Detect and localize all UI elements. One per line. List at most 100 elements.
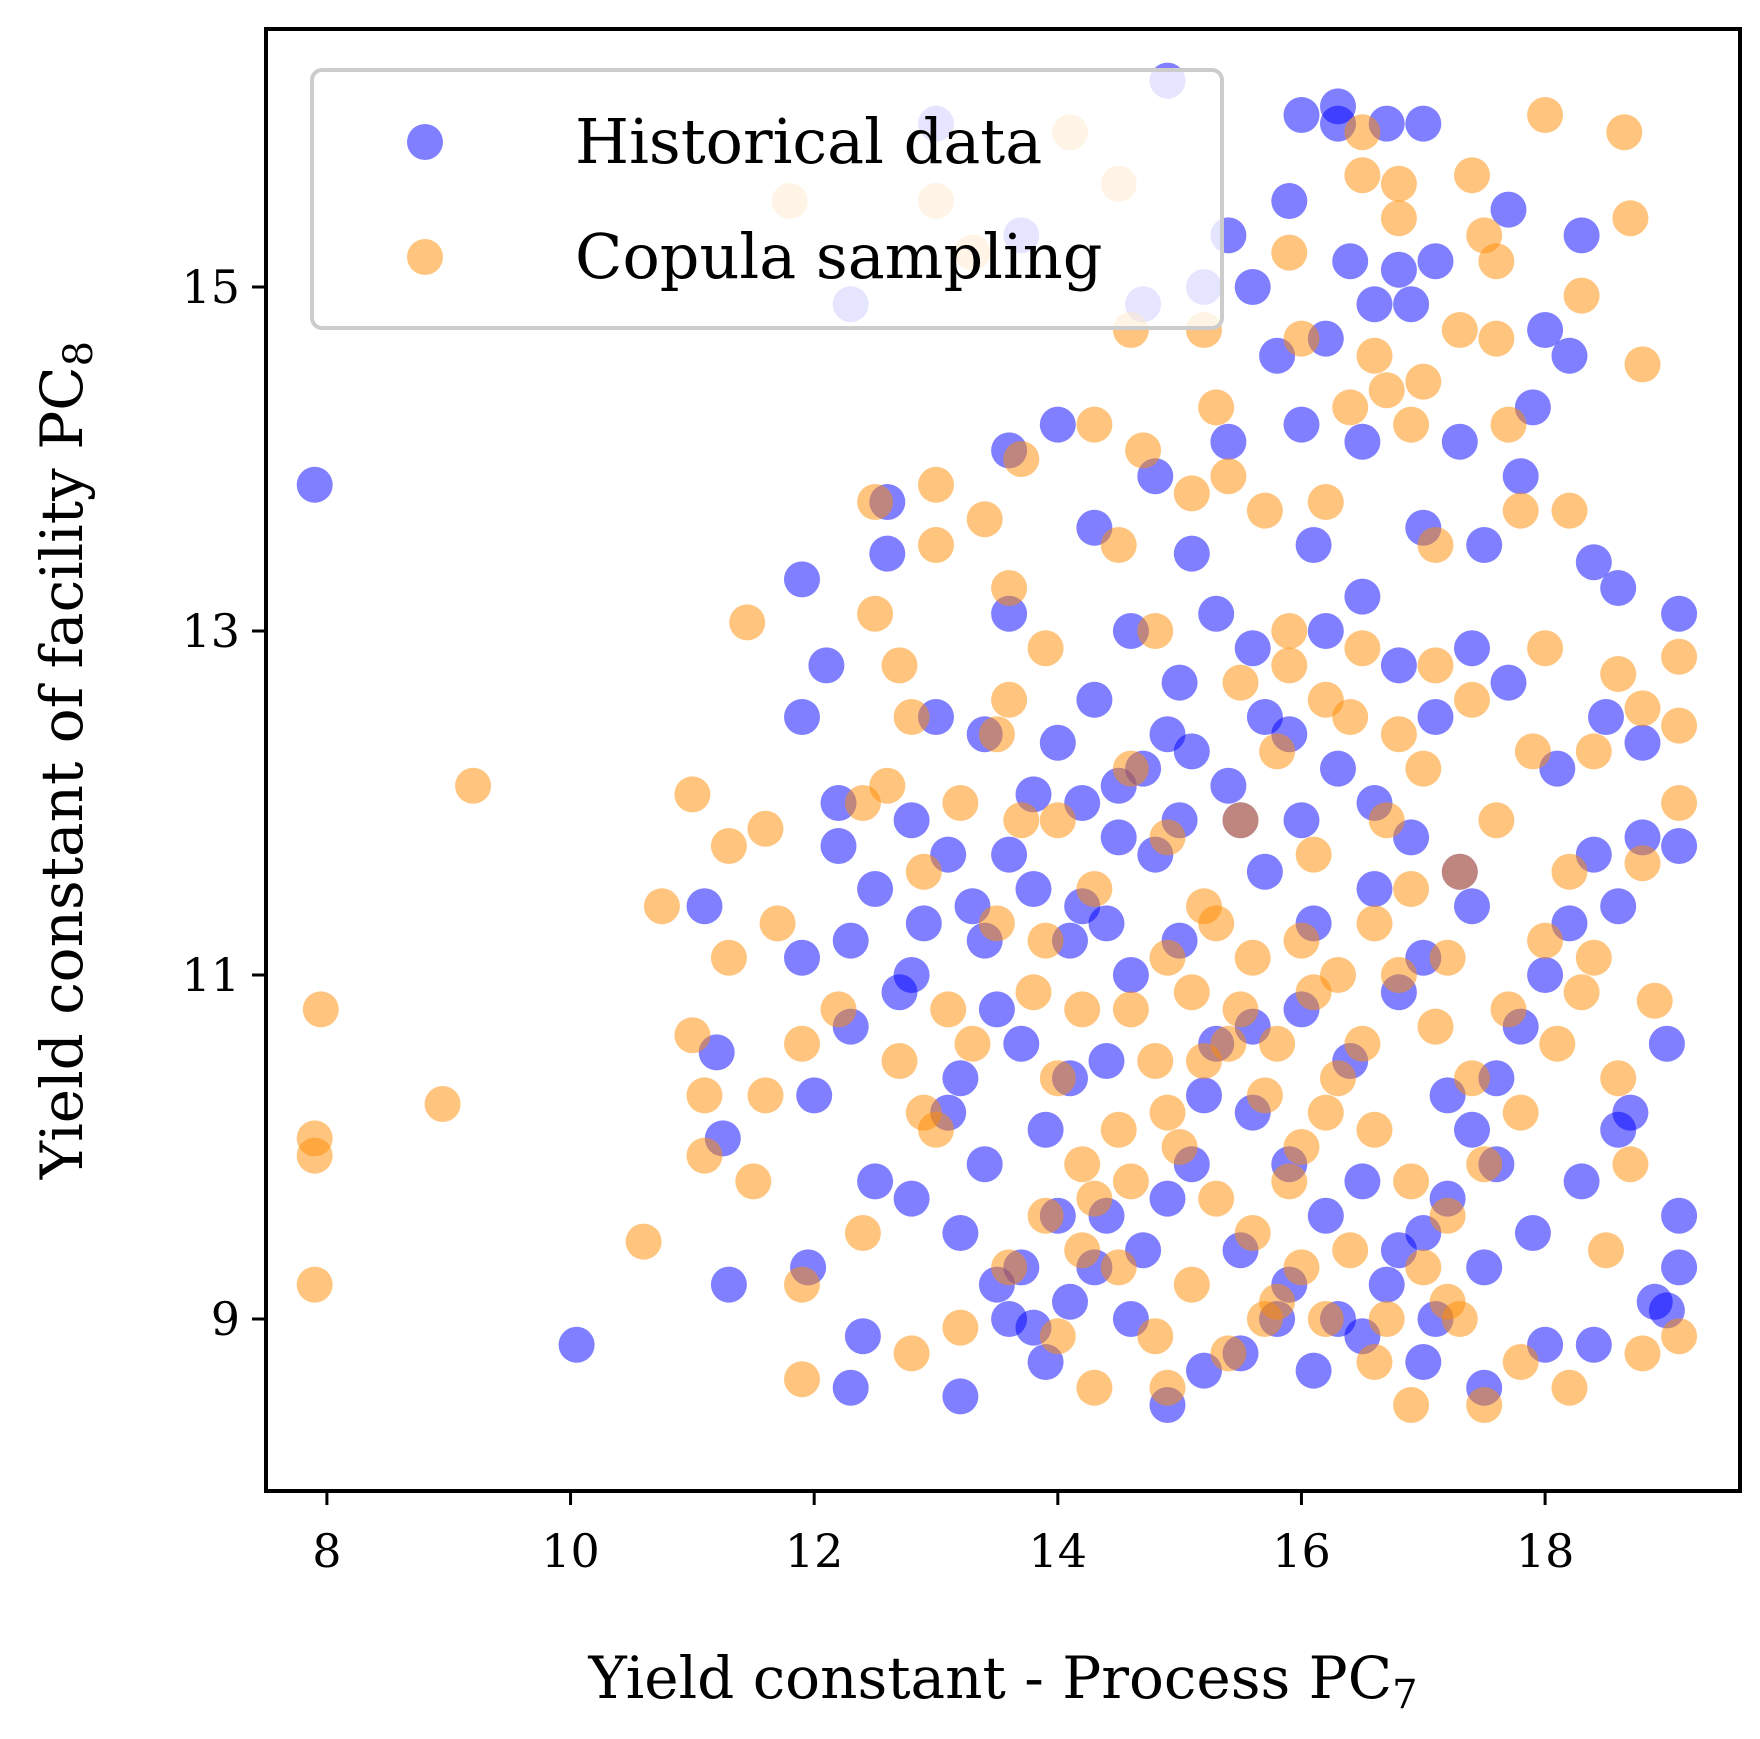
point-copula-sampling — [1332, 389, 1369, 426]
point-copula-sampling — [1563, 974, 1600, 1011]
point-copula-sampling — [1551, 1369, 1588, 1406]
point-copula-sampling — [1600, 1060, 1637, 1097]
point-copula-sampling — [1661, 707, 1698, 744]
point-historical-data — [1234, 269, 1271, 305]
point-historical-data — [1441, 423, 1478, 460]
point-copula-sampling — [1173, 1266, 1210, 1303]
point-copula-sampling — [1003, 802, 1040, 839]
point-historical-data — [1173, 733, 1210, 770]
points-layer — [296, 62, 1698, 1423]
point-copula-sampling — [1624, 346, 1661, 383]
point-historical-data — [1052, 1283, 1088, 1320]
point-copula-sampling — [905, 853, 942, 890]
x-axis-label: Yield constant - Process PC7 — [587, 1644, 1417, 1718]
legend-marker-historical — [407, 124, 443, 160]
point-copula-sampling — [1514, 733, 1551, 770]
point-copula-sampling — [1368, 802, 1405, 839]
point-copula-sampling — [747, 1077, 784, 1114]
point-historical-data — [905, 905, 942, 942]
point-copula-sampling — [1076, 871, 1113, 907]
point-copula-sampling — [1466, 1146, 1503, 1183]
point-copula-sampling — [1307, 1301, 1344, 1337]
point-copula-sampling — [1454, 681, 1490, 718]
point-copula-sampling — [1429, 939, 1466, 976]
point-historical-data — [857, 871, 894, 907]
point-copula-sampling — [784, 1266, 820, 1303]
point-copula-sampling — [1064, 1146, 1101, 1183]
point-copula-sampling — [296, 1137, 333, 1174]
point-copula-sampling — [1198, 905, 1235, 942]
point-copula-sampling — [1429, 1197, 1466, 1234]
point-copula-sampling — [625, 1223, 662, 1260]
point-historical-data — [1088, 905, 1125, 942]
point-historical-data — [1563, 217, 1600, 254]
point-copula-sampling — [1112, 991, 1149, 1028]
point-copula-sampling — [1344, 157, 1381, 194]
point-historical-data — [1563, 1163, 1600, 1200]
point-historical-data — [1514, 1215, 1551, 1251]
point-copula-sampling — [1186, 1043, 1222, 1079]
point-historical-data — [1210, 767, 1247, 804]
y-tick-label: 13 — [181, 604, 240, 658]
point-historical-data — [869, 535, 906, 572]
point-copula-sampling — [1661, 1318, 1698, 1355]
point-historical-data — [1149, 1180, 1186, 1217]
point-copula-sampling — [978, 905, 1015, 942]
point-historical-data — [1368, 1266, 1405, 1303]
point-copula-sampling — [942, 785, 979, 821]
point-copula-sampling — [930, 991, 967, 1028]
point-copula-sampling — [1441, 312, 1478, 348]
point-historical-data — [808, 647, 845, 684]
x-tick-label: 18 — [1516, 1524, 1575, 1578]
point-copula-sampling — [1222, 991, 1259, 1028]
point-historical-data — [1661, 595, 1698, 632]
point-historical-data — [857, 1163, 894, 1200]
y-axis-label-text: Yield constant of facility PC — [28, 366, 96, 1180]
point-copula-sampling — [1454, 157, 1490, 194]
point-historical-data — [820, 828, 857, 864]
point-historical-data — [1234, 630, 1271, 667]
point-copula-sampling — [1344, 1025, 1381, 1062]
point-historical-data — [1648, 1025, 1685, 1062]
point-historical-data — [1356, 286, 1393, 323]
point-historical-data — [942, 1215, 979, 1251]
point-copula-sampling — [1606, 114, 1643, 151]
point-copula-sampling — [1271, 647, 1308, 684]
point-historical-data — [1198, 595, 1235, 632]
point-copula-sampling — [1173, 974, 1210, 1011]
point-historical-data — [710, 1266, 747, 1303]
point-historical-data — [1405, 105, 1442, 142]
point-copula-sampling — [1478, 320, 1515, 357]
x-tick-label: 12 — [785, 1524, 844, 1578]
point-historical-data — [1466, 527, 1503, 563]
point-historical-data — [1027, 1111, 1064, 1148]
point-historical-data — [1186, 1077, 1222, 1114]
point-copula-sampling — [1417, 647, 1454, 684]
point-copula-sampling — [1003, 441, 1040, 477]
point-historical-data — [1295, 527, 1332, 563]
point-copula-sampling — [1393, 871, 1430, 907]
point-copula-sampling — [978, 716, 1015, 753]
point-copula-sampling — [729, 604, 766, 641]
point-copula-sampling — [1575, 939, 1612, 976]
point-copula-sampling — [1466, 1387, 1503, 1423]
point-copula-sampling — [1405, 1249, 1442, 1286]
point-historical-data — [1039, 406, 1076, 443]
point-historical-data — [1210, 423, 1247, 460]
point-copula-sampling — [1307, 681, 1344, 718]
point-historical-data — [1624, 819, 1661, 856]
point-copula-sampling — [643, 888, 680, 925]
point-copula-sampling — [1100, 1111, 1137, 1148]
y-axis-ticks: 9 11 13 15 — [181, 260, 266, 1346]
point-historical-data — [796, 1077, 833, 1114]
point-copula-sampling — [918, 527, 954, 563]
point-copula-sampling — [1271, 234, 1308, 271]
point-historical-data — [1173, 535, 1210, 572]
point-historical-data — [1307, 613, 1344, 649]
point-copula-sampling — [1137, 1318, 1174, 1355]
point-copula-sampling — [1271, 613, 1308, 649]
point-historical-data — [1527, 312, 1564, 348]
point-historical-data — [1661, 828, 1698, 864]
point-copula-sampling — [784, 1361, 820, 1398]
